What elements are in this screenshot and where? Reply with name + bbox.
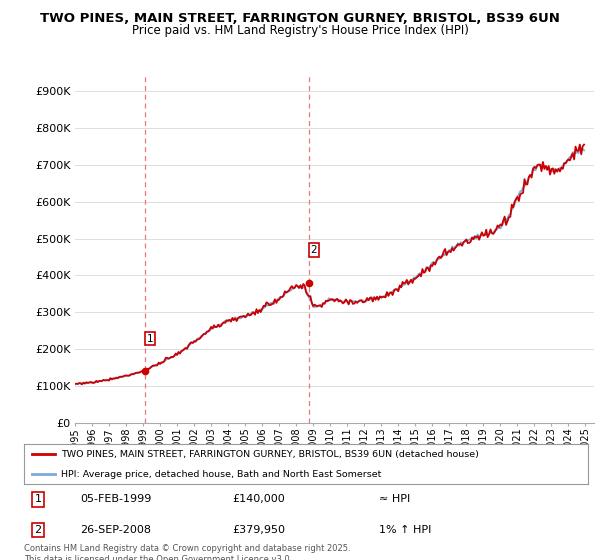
- Text: 1: 1: [146, 334, 153, 344]
- Text: HPI: Average price, detached house, Bath and North East Somerset: HPI: Average price, detached house, Bath…: [61, 470, 381, 479]
- Text: ≈ HPI: ≈ HPI: [379, 494, 410, 504]
- Text: 2: 2: [310, 245, 317, 255]
- Text: 1: 1: [35, 494, 41, 504]
- Text: TWO PINES, MAIN STREET, FARRINGTON GURNEY, BRISTOL, BS39 6UN: TWO PINES, MAIN STREET, FARRINGTON GURNE…: [40, 12, 560, 25]
- Text: Contains HM Land Registry data © Crown copyright and database right 2025.
This d: Contains HM Land Registry data © Crown c…: [24, 544, 350, 560]
- Text: £140,000: £140,000: [233, 494, 286, 504]
- Text: 26-SEP-2008: 26-SEP-2008: [80, 525, 151, 535]
- Text: £379,950: £379,950: [233, 525, 286, 535]
- Text: 05-FEB-1999: 05-FEB-1999: [80, 494, 152, 504]
- Text: Price paid vs. HM Land Registry's House Price Index (HPI): Price paid vs. HM Land Registry's House …: [131, 24, 469, 36]
- Text: TWO PINES, MAIN STREET, FARRINGTON GURNEY, BRISTOL, BS39 6UN (detached house): TWO PINES, MAIN STREET, FARRINGTON GURNE…: [61, 450, 479, 459]
- Text: 1% ↑ HPI: 1% ↑ HPI: [379, 525, 431, 535]
- Text: 2: 2: [35, 525, 41, 535]
